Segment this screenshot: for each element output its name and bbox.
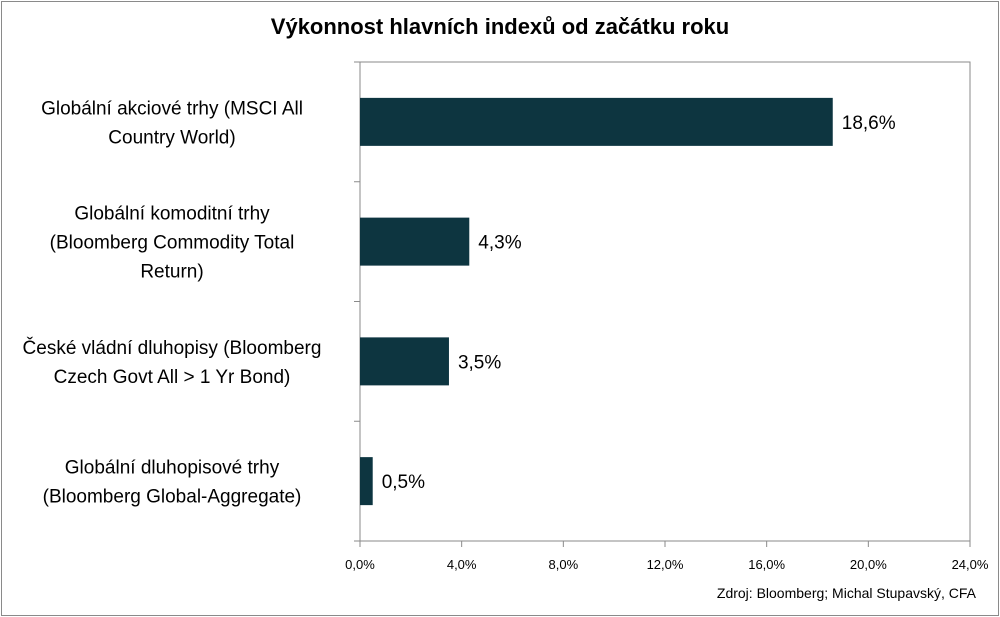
bar (360, 457, 373, 506)
x-tick-label: 8,0% (549, 557, 579, 572)
category-label: Globální dluhopisové trhy (Bloomberg Glob… (43, 458, 302, 508)
category-label-line: Globální akciové trhy (MSCI All (41, 98, 303, 119)
chart-title: Výkonnost hlavních indexů od začátku rok… (270, 14, 730, 39)
x-tick-label: 4,0% (447, 557, 477, 572)
x-tick-label: 0,0% (345, 557, 375, 572)
value-label: 4,3% (478, 233, 521, 254)
category-label-line: Czech Govt All > 1 Yr Bond) (54, 367, 291, 388)
category-label: České vládní dluhopisy (Bloomberg Czech G… (23, 337, 322, 388)
category-label-line: Globální komoditní trhy (74, 204, 270, 225)
category-label: Globální akciové trhy (MSCI All Country W… (41, 98, 303, 148)
category-label-line: (Bloomberg Global-Aggregate) (43, 487, 302, 508)
x-tick-label: 12,0% (647, 557, 684, 572)
category-label-line: (Bloomberg Commodity Total (50, 233, 295, 254)
x-tick-label: 20,0% (850, 557, 887, 572)
category-label-line: Country World) (108, 127, 235, 148)
x-tick-label: 16,0% (748, 557, 785, 572)
bar (360, 337, 449, 386)
category-label-line: Return) (140, 262, 203, 283)
value-label: 3,5% (458, 352, 501, 373)
bar (360, 217, 470, 266)
value-label: 0,5% (382, 472, 425, 493)
category-label: Globální komoditní trhy (Bloomberg Commod… (50, 204, 295, 283)
category-label-line: Globální dluhopisové trhy (65, 458, 280, 479)
source-note: Zdroj: Bloomberg; Michal Stupavský, CFA (716, 585, 976, 601)
bar (360, 97, 833, 146)
category-label-line: České vládní dluhopisy (Bloomberg (23, 337, 322, 359)
x-tick-label: 24,0% (952, 557, 989, 572)
value-label: 18,6% (842, 113, 896, 134)
